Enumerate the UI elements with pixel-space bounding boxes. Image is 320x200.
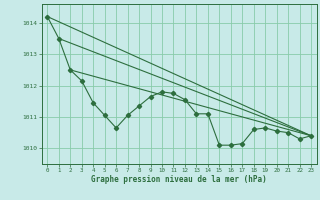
X-axis label: Graphe pression niveau de la mer (hPa): Graphe pression niveau de la mer (hPa) [91, 175, 267, 184]
